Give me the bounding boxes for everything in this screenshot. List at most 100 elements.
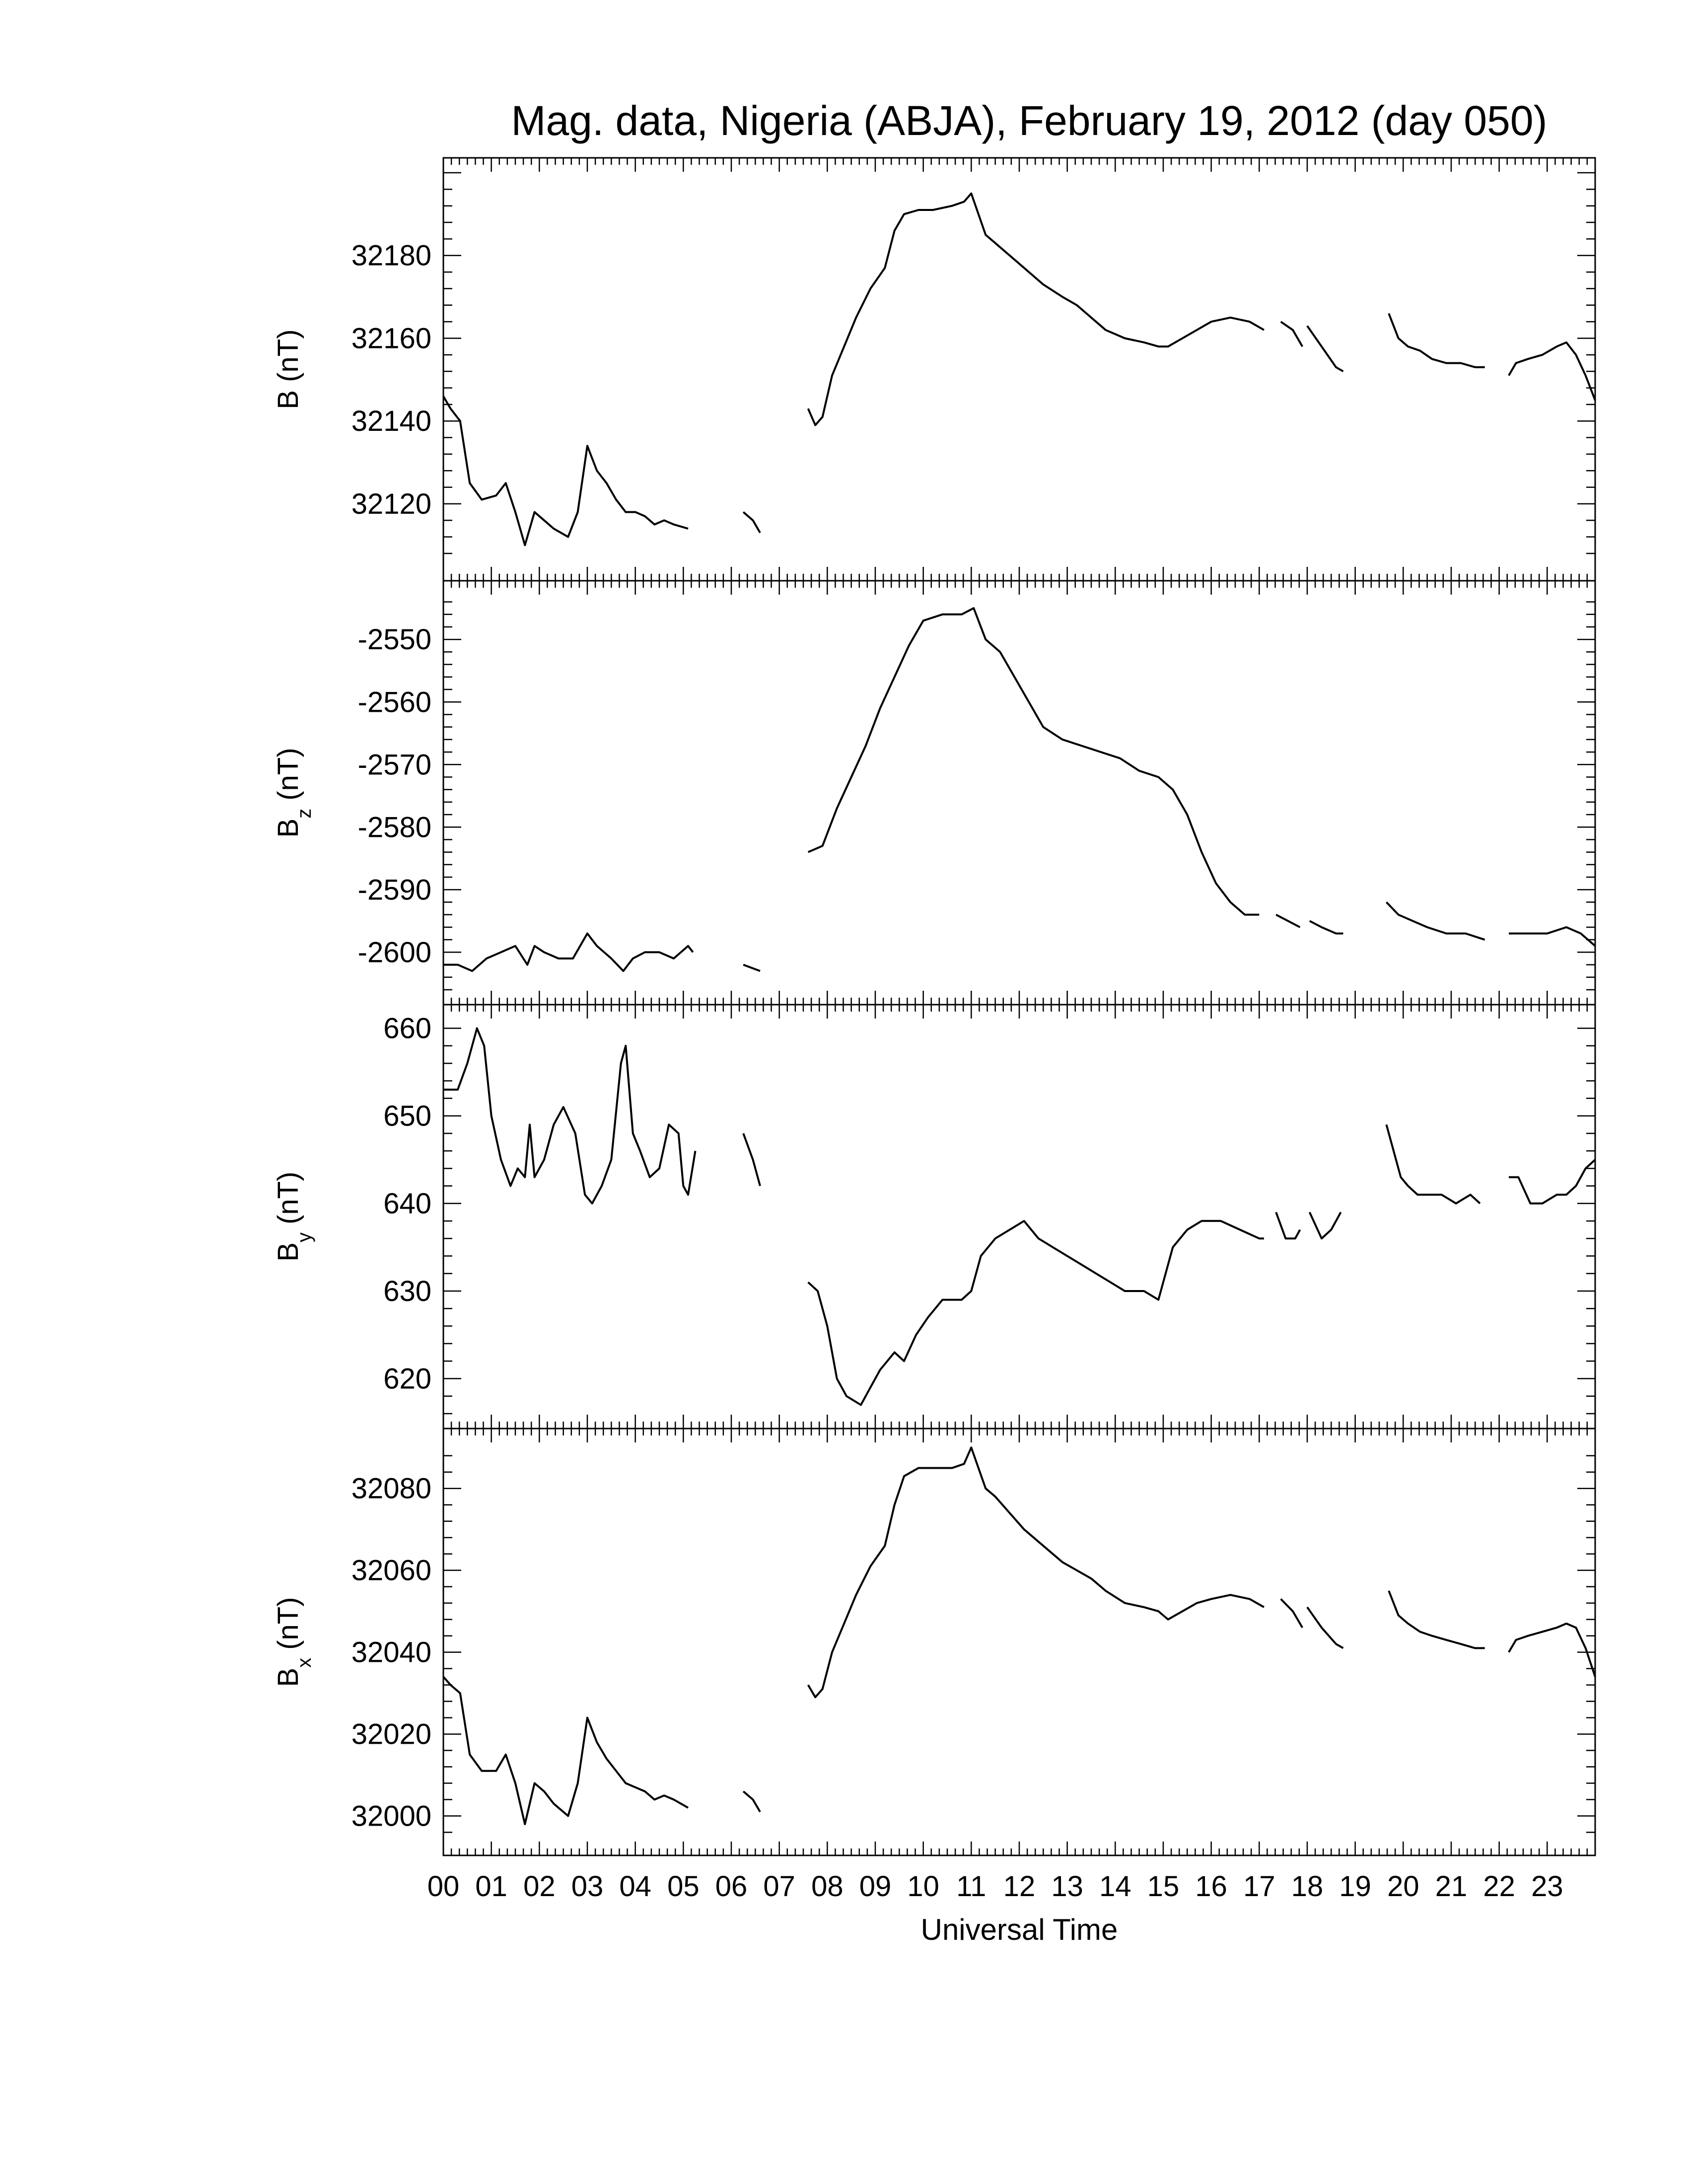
y-tick-label: 640 — [383, 1188, 431, 1220]
x-tick-label: 15 — [1147, 1870, 1180, 1903]
y-tick-label: 32020 — [352, 1718, 431, 1751]
x-tick-label: 06 — [715, 1870, 748, 1903]
series-line-segment — [1508, 341, 1596, 401]
series-line-segment — [1280, 1598, 1304, 1629]
x-tick-label: 12 — [1003, 1870, 1036, 1903]
panel-frame — [442, 580, 1596, 1006]
panel-2: -2600 -2590 -2580 -2570 -2560 -2550 Bz (nT) — [272, 580, 1596, 1006]
series-line-segment — [742, 1133, 761, 1186]
y-axis-label-unit: (nT) — [272, 748, 304, 808]
series-line-segment — [1508, 1622, 1596, 1677]
x-tick-label: 08 — [811, 1870, 844, 1903]
series-line-segment — [1509, 926, 1596, 947]
series-line-segment — [1385, 1124, 1481, 1205]
x-tick-label: 21 — [1435, 1870, 1468, 1903]
series-line-segment — [443, 1027, 697, 1205]
series-line-segment — [1386, 901, 1485, 941]
y-tick-label: -2600 — [358, 936, 431, 968]
x-tick-label: 22 — [1483, 1870, 1515, 1903]
series-line-segment — [1306, 1606, 1344, 1649]
series-line-segment — [1509, 1159, 1596, 1205]
series-line-segment — [442, 396, 689, 546]
y-axis-label-subscript: x — [293, 1658, 315, 1668]
x-axis-label: Universal Time — [921, 1913, 1118, 1946]
y-axis-label-main: B — [272, 1242, 304, 1262]
y-axis-label: B (nT) — [272, 329, 304, 409]
y-tick-label: -2560 — [358, 686, 431, 718]
x-tick-label: 16 — [1195, 1870, 1227, 1903]
panel-frame — [442, 157, 1596, 582]
panel-frame — [442, 1004, 1596, 1430]
y-axis-label-subscript: y — [293, 1232, 315, 1242]
panel-4: 32000 32020 32040 32060 32080 Bx (nT) — [272, 1428, 1596, 1856]
x-tick-label: 19 — [1339, 1870, 1371, 1903]
y-axis-label-main: B — [272, 819, 304, 838]
y-axis-label: Bx (nT) — [272, 1597, 315, 1687]
x-tick-label: 20 — [1387, 1870, 1419, 1903]
x-tick-label: 11 — [956, 1870, 986, 1903]
panels-layer: 32120 32140 32160 32180 B (nT) -2600 -2590 -258… — [272, 157, 1596, 1856]
panel-1: 32120 32140 32160 32180 B (nT) — [272, 157, 1596, 582]
y-axis-label-unit: (nT) — [272, 1171, 304, 1232]
y-tick-label: 660 — [383, 1013, 431, 1045]
y-axis-label-main: B — [272, 390, 304, 410]
y-tick-label: -2570 — [358, 749, 431, 781]
x-tick-label: 17 — [1243, 1870, 1275, 1903]
x-axis: 00 01 02 03 04 05 06 07 08 09 10 11 12 13 14 15 16 17 18 19… — [427, 1870, 1563, 1903]
x-tick-label: 05 — [667, 1870, 700, 1903]
y-axis-label-subscript: z — [293, 809, 315, 819]
x-tick-label: 02 — [523, 1870, 556, 1903]
x-tick-label: 23 — [1531, 1870, 1563, 1903]
x-tick-label: 14 — [1099, 1870, 1131, 1903]
series-line-segment — [1309, 920, 1343, 935]
series-line-segment — [1308, 1212, 1342, 1240]
panel-frame — [442, 1428, 1596, 1856]
x-tick-label: 07 — [763, 1870, 795, 1903]
series-line-segment — [1280, 321, 1304, 347]
series-line-segment — [742, 1790, 761, 1813]
series-line-segment — [442, 1676, 689, 1825]
y-tick-label: -2580 — [358, 811, 431, 843]
y-tick-label: 32120 — [352, 488, 431, 520]
series-line-segment — [1275, 1212, 1301, 1240]
y-tick-label: 32040 — [352, 1637, 431, 1669]
y-tick-label: 620 — [383, 1363, 431, 1395]
y-axis-label: By (nT) — [272, 1171, 315, 1261]
x-tick-label: 00 — [427, 1870, 460, 1903]
y-axis-label: Bz (nT) — [272, 748, 315, 837]
y-tick-label: 32000 — [352, 1800, 431, 1833]
y-tick-label: 32060 — [352, 1555, 431, 1587]
series-line-segment — [1306, 325, 1344, 372]
y-tick-label: 650 — [383, 1100, 431, 1132]
x-tick-label: 04 — [619, 1870, 651, 1903]
series-line-segment — [807, 192, 1265, 426]
y-axis-label-unit: (nT) — [272, 329, 304, 390]
x-tick-label: 09 — [859, 1870, 892, 1903]
x-tick-label: 03 — [571, 1870, 604, 1903]
y-tick-label: 32080 — [352, 1473, 431, 1505]
x-tick-label: 01 — [475, 1870, 507, 1903]
x-tick-label: 18 — [1291, 1870, 1324, 1903]
y-tick-label: 630 — [383, 1275, 431, 1307]
series-line-segment — [1388, 1590, 1485, 1649]
y-axis-label-main: B — [272, 1668, 304, 1687]
series-line-segment — [807, 1446, 1265, 1699]
series-line-segment — [807, 607, 1260, 916]
x-tick-label: 10 — [907, 1870, 939, 1903]
y-tick-label: 32180 — [352, 240, 431, 272]
y-tick-label: 32140 — [352, 405, 431, 437]
series-line-segment — [742, 511, 761, 534]
panel-3: 620 630 640 650 660 By (nT) — [272, 1004, 1596, 1430]
y-axis-label-unit: (nT) — [272, 1597, 304, 1657]
y-tick-label: -2550 — [358, 623, 431, 656]
series-line-segment — [443, 932, 694, 972]
series-line-segment — [1275, 914, 1301, 928]
series-line-segment — [807, 1220, 1264, 1406]
y-tick-label: 32160 — [352, 322, 431, 354]
x-tick-label: 13 — [1051, 1870, 1083, 1903]
y-tick-label: -2590 — [358, 874, 431, 906]
chart-title: Mag. data, Nigeria (ABJA), February 19, … — [511, 97, 1547, 144]
series-line-segment — [743, 963, 761, 972]
series-line-segment — [1388, 313, 1485, 368]
